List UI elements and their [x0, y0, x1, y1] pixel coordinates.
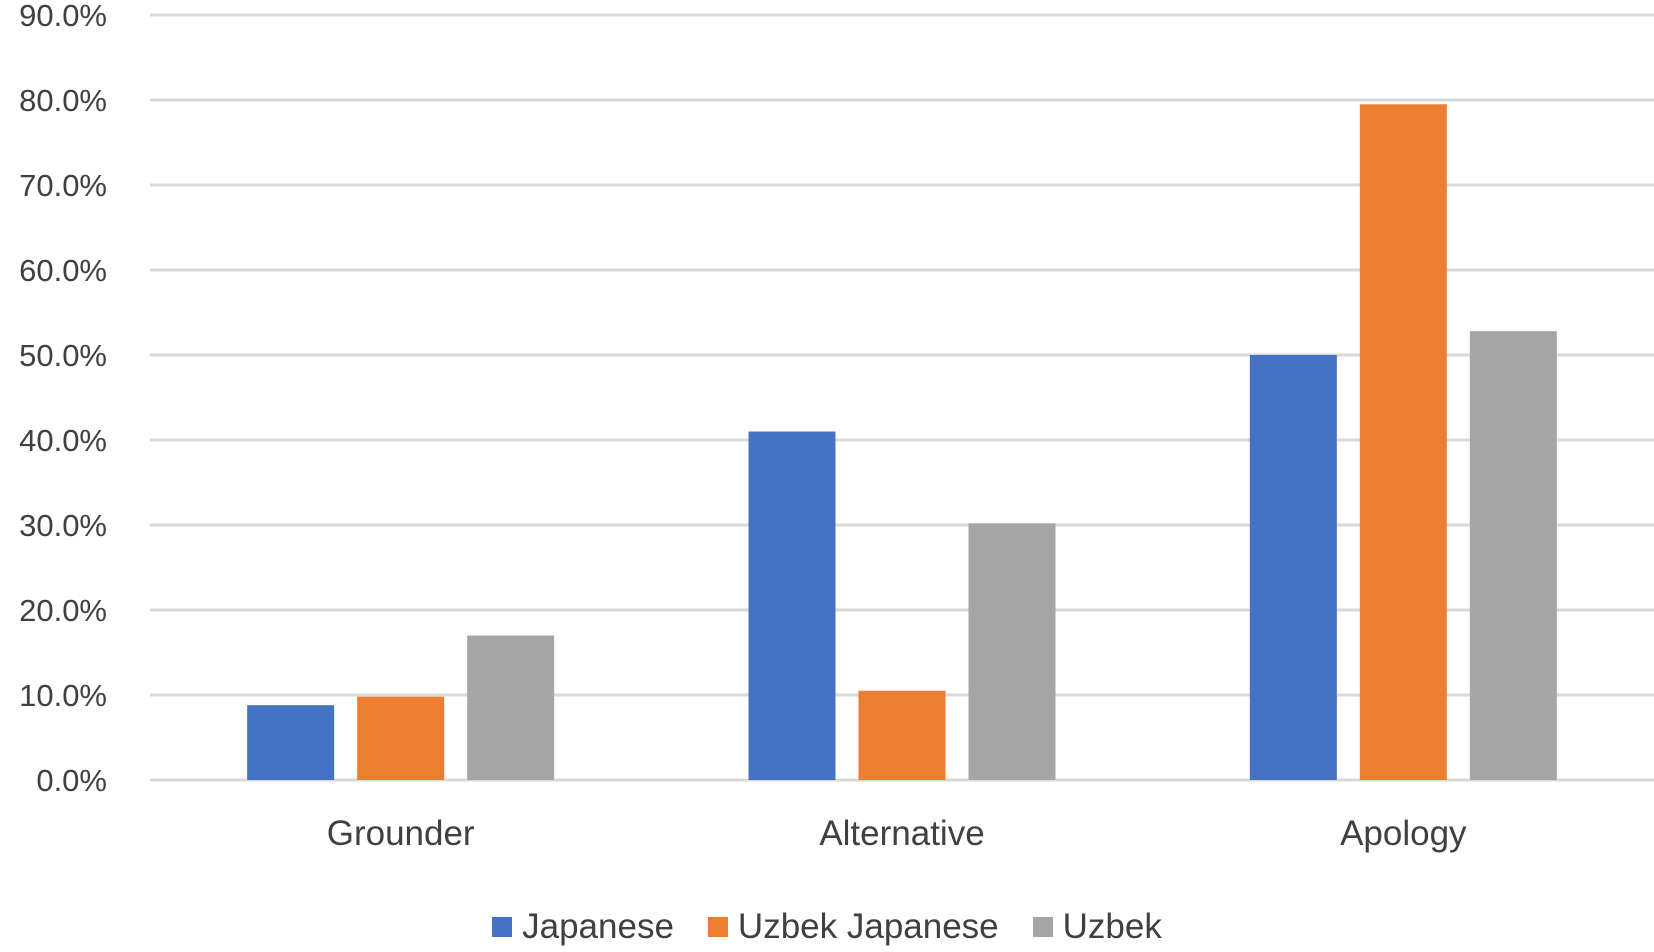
y-tick-label: 60.0%: [19, 253, 107, 288]
bar: [247, 705, 335, 780]
gridlines: [150, 13, 1654, 782]
bar-chart: 0.0% 10.0% 20.0% 30.0% 40.0% 50.0% 60.0% 70.0% 8…: [19, 0, 1654, 853]
legend-item: Uzbek: [1032, 907, 1162, 947]
legend: Japanese Uzbek Japanese Uzbek: [0, 902, 1654, 952]
legend-label: Uzbek Japanese: [737, 907, 999, 946]
y-axis-tick-labels: 0.0% 10.0% 20.0% 30.0% 40.0% 50.0% 60.0% 70.0% 8…: [19, 0, 107, 798]
bar: [357, 696, 445, 780]
bar: [748, 431, 836, 780]
y-tick-label: 90.0%: [19, 0, 107, 33]
legend-swatch: [707, 917, 728, 937]
bar: [1469, 331, 1557, 780]
y-tick-label: 0.0%: [36, 763, 107, 798]
bar: [858, 690, 946, 780]
bar: [968, 523, 1056, 780]
y-tick-label: 80.0%: [19, 83, 107, 118]
legend-item: Japanese: [492, 907, 674, 947]
bar: [1249, 355, 1337, 780]
bar: [1359, 104, 1447, 780]
y-tick-label: 20.0%: [19, 593, 107, 628]
legend-item: Uzbek Japanese: [707, 907, 999, 947]
legend-label: Uzbek: [1062, 907, 1162, 946]
x-category-label: Alternative: [819, 814, 984, 853]
legend-label: Japanese: [522, 907, 674, 946]
x-category-label: Apology: [1340, 814, 1467, 853]
y-tick-label: 40.0%: [19, 423, 107, 458]
x-category-label: Grounder: [327, 814, 475, 853]
y-tick-label: 30.0%: [19, 508, 107, 543]
y-tick-label: 10.0%: [19, 678, 107, 713]
x-axis-category-labels: Grounder Alternative Apology: [327, 814, 1467, 853]
y-tick-label: 70.0%: [19, 168, 107, 203]
legend-swatch: [1032, 917, 1053, 937]
legend-swatch: [492, 917, 513, 937]
bars: [247, 104, 1557, 780]
bar: [467, 635, 555, 780]
y-tick-label: 50.0%: [19, 338, 107, 373]
